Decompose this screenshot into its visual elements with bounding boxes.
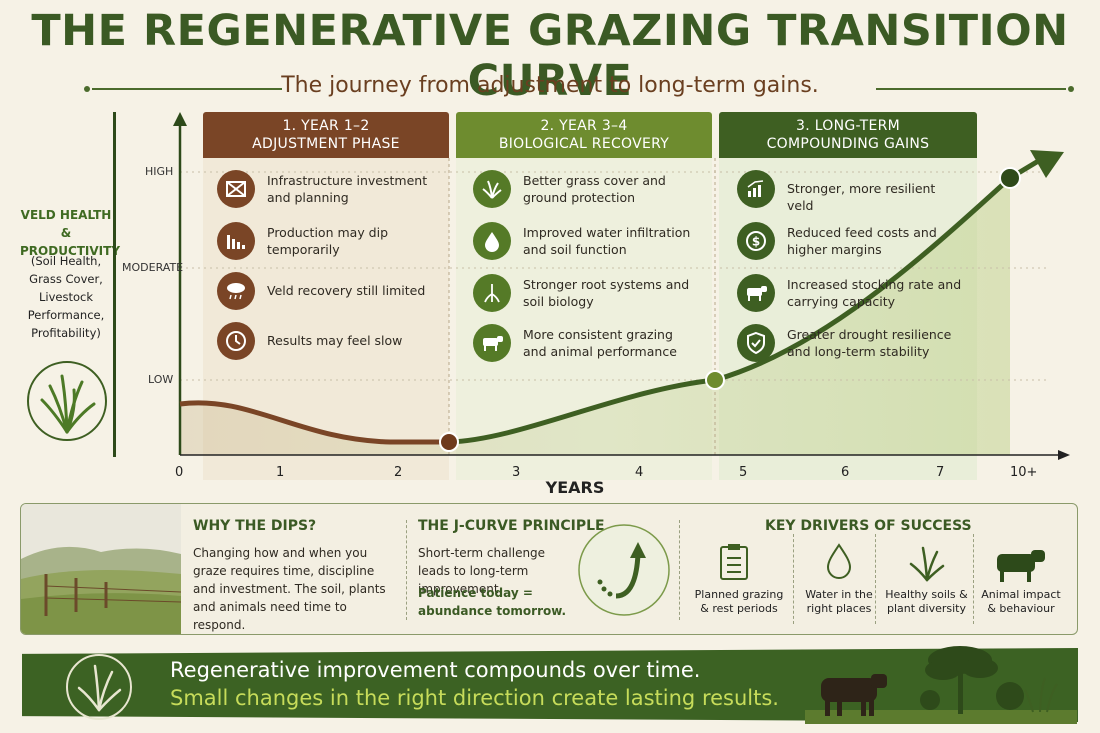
phase-2-subtitle: BIOLOGICAL RECOVERY [498,136,670,152]
phase-3-title: 3. LONG-TERM [795,118,901,134]
subtitle-dot-left [84,86,90,92]
info-panel: WHY THE DIPS? Changing how and when you … [20,503,1078,635]
dollar-icon: $ [737,222,775,260]
phase-3-item-text: Reduced feed costs and higher margins [787,225,937,257]
svg-text:$: $ [752,235,760,249]
page-subtitle: The journey from adjustment to long-term… [281,73,819,98]
phase-1-item-text: Infrastructure investment and planning [267,173,428,205]
x-axis-arrow [1058,450,1070,460]
grass-icon [473,170,511,208]
phase-2-item-text: Stronger root systems and soil biology [523,277,690,309]
transition-curve-chart [173,112,1070,460]
driver-label: Healthy soils & plant diversity [885,588,968,615]
milestone-year-4 [705,370,725,390]
milestone-year-10 [999,167,1021,189]
panel-divider [679,520,681,620]
shield-check-icon [737,324,775,362]
x-tick-3: 3 [512,465,521,480]
phase-2-title: 2. YEAR 3–4 [540,118,628,134]
phase-1-title: 1. YEAR 1–2 [282,118,370,134]
fence-icon [217,170,255,208]
driver-item: Animal impact & behaviour [979,542,1063,632]
driver-divider [875,534,877,624]
y-axis-label: VELD HEALTH & PRODUCTIVITY [20,208,121,258]
curve-adjustment-segment [179,400,449,445]
driver-divider [973,534,975,624]
x-tick-5: 5 [739,465,748,480]
driver-item: Planned grazing & rest periods [689,542,789,632]
panel-divider [406,520,408,620]
subtitle-rule-right [876,88,1066,90]
driver-label: Animal impact & behaviour [981,588,1061,615]
curve-recovery-segment [448,157,1042,445]
j-curve-icon [578,524,670,616]
milestone-year-2 [439,432,459,452]
phase-1-item-text: Production may dip temporarily [267,225,389,257]
phase-2-item-text: Improved water infiltration and soil fun… [523,225,691,257]
driver-label: Water in the right places [805,588,873,615]
y-axis-arrow [173,112,187,126]
declining-bars-icon [217,222,255,260]
y-axis-sublabel: (Soil Health, Grass Cover, Livestock Per… [27,254,105,340]
phase-2-header: 2. YEAR 3–4 BIOLOGICAL RECOVERY [456,112,712,158]
x-tick-0: 0 [175,465,184,480]
driver-divider [793,534,795,624]
water-drop-icon [826,543,852,579]
y-tick-moderate: MODERATE [122,261,184,274]
phase-3-item-text: Stronger, more resilient veld [787,181,936,213]
driver-label: Planned grazing & rest periods [694,588,784,615]
x-tick-2: 2 [394,465,403,480]
landscape-illustration [21,504,181,634]
cow-icon [473,324,511,362]
subtitle-dot-right [1068,86,1074,92]
jcurve-text: Short-term challenge leads to long-term … [418,546,546,596]
phase-3-item-text: Greater drought resilience and long-term… [787,327,952,359]
closing-banner [22,648,1078,722]
x-axis-label: YEARS [545,478,605,497]
why-dips-text: Changing how and when you graze requires… [193,546,386,632]
grass-icon [909,546,945,582]
phase-2-item-text: Better grass cover and ground protection [523,173,666,205]
x-tick-6: 6 [841,465,850,480]
phase-1-header: 1. YEAR 1–2 ADJUSTMENT PHASE [203,112,449,158]
curve-area-fill [180,178,1010,455]
drivers-heading: KEY DRIVERS OF SUCCESS [765,518,972,534]
phase-3-item-text: Increased stocking rate and carrying cap… [787,277,962,309]
driver-item: Healthy soils & plant diversity [879,542,974,632]
banner-line-2: Small changes in the right direction cre… [170,686,779,710]
grass-badge-icon [66,654,132,720]
curve-arrowhead [1030,150,1064,178]
cow-icon [737,274,775,312]
jcurve-heading: THE J-CURVE PRINCIPLE [418,518,605,534]
phase-2-item-text: More consistent grazing and animal perfo… [523,327,677,359]
subtitle-rule-left [92,88,282,90]
clock-icon [217,322,255,360]
driver-item: Water in the right places [799,542,879,632]
jcurve-emphasis: Patience today = abundance tomorrow. [418,586,567,618]
farm-silhouette-illustration [805,646,1077,724]
banner-line-1: Regenerative improvement compounds over … [170,658,701,682]
grass-badge-icon [27,361,107,441]
phase-1-item-text: Veld recovery still limited [267,283,426,298]
rain-cloud-icon [217,272,255,310]
roots-icon [473,274,511,312]
x-tick-10-plus: 10+ [1010,465,1038,480]
x-tick-7: 7 [936,465,945,480]
clipboard-icon [720,544,748,580]
phase-1-item-text: Results may feel slow [267,333,403,348]
page-title: THE REGENERATIVE GRAZING TRANSITION CURV… [31,6,1069,106]
water-drop-icon [473,222,511,260]
why-dips-heading: WHY THE DIPS? [193,518,317,534]
y-label-rule [113,112,116,457]
x-tick-4: 4 [635,465,644,480]
x-tick-1: 1 [276,465,285,480]
phase-3-subtitle: COMPOUNDING GAINS [766,136,930,152]
cow-icon [997,550,1045,582]
growth-chart-icon [737,170,775,208]
y-tick-low: LOW [148,373,174,386]
y-tick-high: HIGH [145,165,174,178]
phase-3-header: 3. LONG-TERM COMPOUNDING GAINS [719,112,977,158]
phase-1-subtitle: ADJUSTMENT PHASE [252,136,400,152]
